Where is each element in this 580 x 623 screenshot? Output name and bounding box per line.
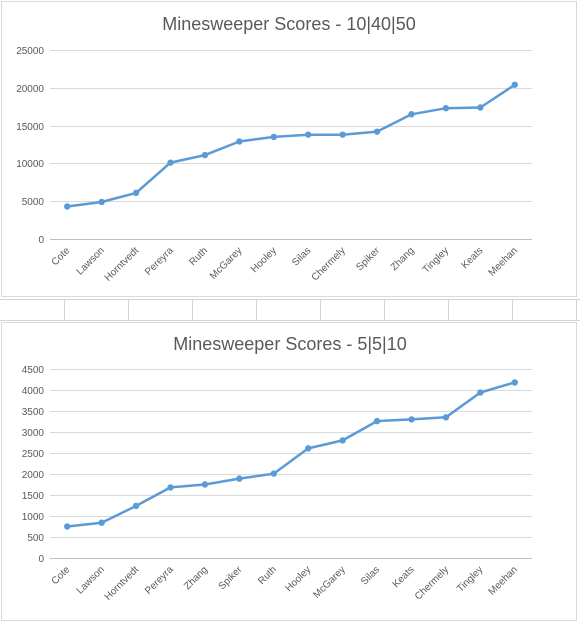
y-tick-label: 10000 bbox=[16, 159, 44, 170]
y-tick-label: 25000 bbox=[16, 46, 44, 57]
data-point bbox=[64, 523, 71, 530]
data-point bbox=[132, 189, 140, 197]
series-line bbox=[65, 83, 517, 208]
data-point bbox=[442, 105, 450, 112]
chart-panel-top[interactable]: Minesweeper Scores - 10|40|50 0 5000 10000… bbox=[1, 1, 577, 297]
y-tick-label: 0 bbox=[38, 235, 44, 246]
data-point bbox=[477, 389, 484, 396]
chart-panel-bottom[interactable]: Minesweeper Scores - 5|5|10 0 500 1000 1500… bbox=[1, 322, 577, 621]
line-chart-bottom: Minesweeper Scores - 5|5|10 0 500 1000 1500… bbox=[22, 334, 532, 603]
y-tick-label: 0 bbox=[38, 554, 44, 565]
x-tick-label: Lawson bbox=[75, 245, 107, 277]
y-tick-label: 3000 bbox=[22, 428, 45, 439]
y-tick-label: 2500 bbox=[22, 449, 45, 460]
x-tick-label: Tingley bbox=[421, 245, 451, 275]
y-tick-label: 1000 bbox=[22, 512, 45, 523]
y-tick-label: 1500 bbox=[22, 491, 45, 502]
data-point bbox=[373, 128, 381, 135]
y-tick-label: 3500 bbox=[22, 407, 45, 418]
x-tick-label: Horntvedt bbox=[103, 564, 142, 603]
data-point bbox=[511, 81, 518, 88]
x-tick-label: Silas bbox=[290, 245, 313, 268]
y-tick-label: 5000 bbox=[22, 197, 45, 208]
x-tick-label: McGarey bbox=[208, 245, 244, 281]
data-point bbox=[132, 502, 140, 510]
x-tick-label: Hooley bbox=[249, 245, 279, 275]
y-tick-label: 2000 bbox=[22, 470, 45, 481]
x-tick-label: Pereyra bbox=[143, 564, 176, 597]
x-tick-label: Cote bbox=[50, 245, 73, 268]
x-tick-label: Spiker bbox=[354, 245, 382, 273]
x-tick-label: Keats bbox=[460, 245, 486, 271]
data-point bbox=[305, 445, 312, 452]
x-tick-label: Hooley bbox=[284, 564, 314, 594]
x-tick-label: Lawson bbox=[75, 564, 107, 596]
x-tick-label: Silas bbox=[359, 564, 382, 587]
data-point bbox=[270, 133, 277, 141]
data-point bbox=[373, 417, 381, 425]
x-tick-label: Spiker bbox=[217, 564, 245, 592]
y-tick-label: 4000 bbox=[22, 386, 45, 397]
data-point bbox=[408, 416, 415, 423]
chart-title: Minesweeper Scores - 10|40|50 bbox=[162, 14, 416, 34]
series-line bbox=[65, 381, 517, 528]
data-point bbox=[442, 414, 450, 421]
y-tick-label: 500 bbox=[27, 533, 44, 544]
data-point bbox=[339, 437, 346, 444]
data-point bbox=[511, 379, 518, 386]
data-point bbox=[167, 159, 174, 166]
line-chart-top: Minesweeper Scores - 10|40|50 0 5000 10000… bbox=[16, 14, 532, 284]
x-tick-label: Cote bbox=[50, 564, 73, 587]
data-point bbox=[64, 203, 71, 210]
x-tick-label: Zhang bbox=[182, 564, 210, 592]
data-point bbox=[201, 151, 209, 159]
x-tick-label: Zhang bbox=[389, 245, 417, 273]
y-tick-label: 20000 bbox=[16, 84, 44, 95]
data-point bbox=[201, 481, 209, 488]
x-tick-label: Meehan bbox=[487, 564, 520, 597]
x-tick-label: Chermely bbox=[310, 245, 348, 283]
data-point bbox=[167, 484, 174, 491]
data-point bbox=[305, 131, 312, 138]
data-point bbox=[477, 104, 484, 111]
x-tick-label: Keats bbox=[391, 564, 417, 590]
chart-title: Minesweeper Scores - 5|5|10 bbox=[173, 334, 406, 354]
x-tick-label: Ruth bbox=[187, 245, 210, 268]
x-tick-label: Pereyra bbox=[143, 245, 176, 278]
data-point bbox=[339, 131, 346, 138]
x-tick-label: Ruth bbox=[256, 564, 279, 587]
x-tick-label: Chermely bbox=[413, 564, 451, 602]
x-tick-label: McGarey bbox=[311, 564, 347, 600]
x-tick-label: Tingley bbox=[455, 564, 485, 594]
y-tick-label: 4500 bbox=[22, 365, 45, 376]
data-point bbox=[408, 111, 415, 118]
data-point bbox=[236, 138, 243, 145]
data-point bbox=[270, 470, 277, 477]
data-point bbox=[98, 198, 105, 206]
y-tick-label: 15000 bbox=[16, 122, 44, 133]
x-tick-label: Horntvedt bbox=[103, 245, 142, 284]
data-point bbox=[98, 519, 105, 526]
data-point bbox=[236, 475, 243, 482]
x-tick-label: Meehan bbox=[487, 245, 520, 278]
